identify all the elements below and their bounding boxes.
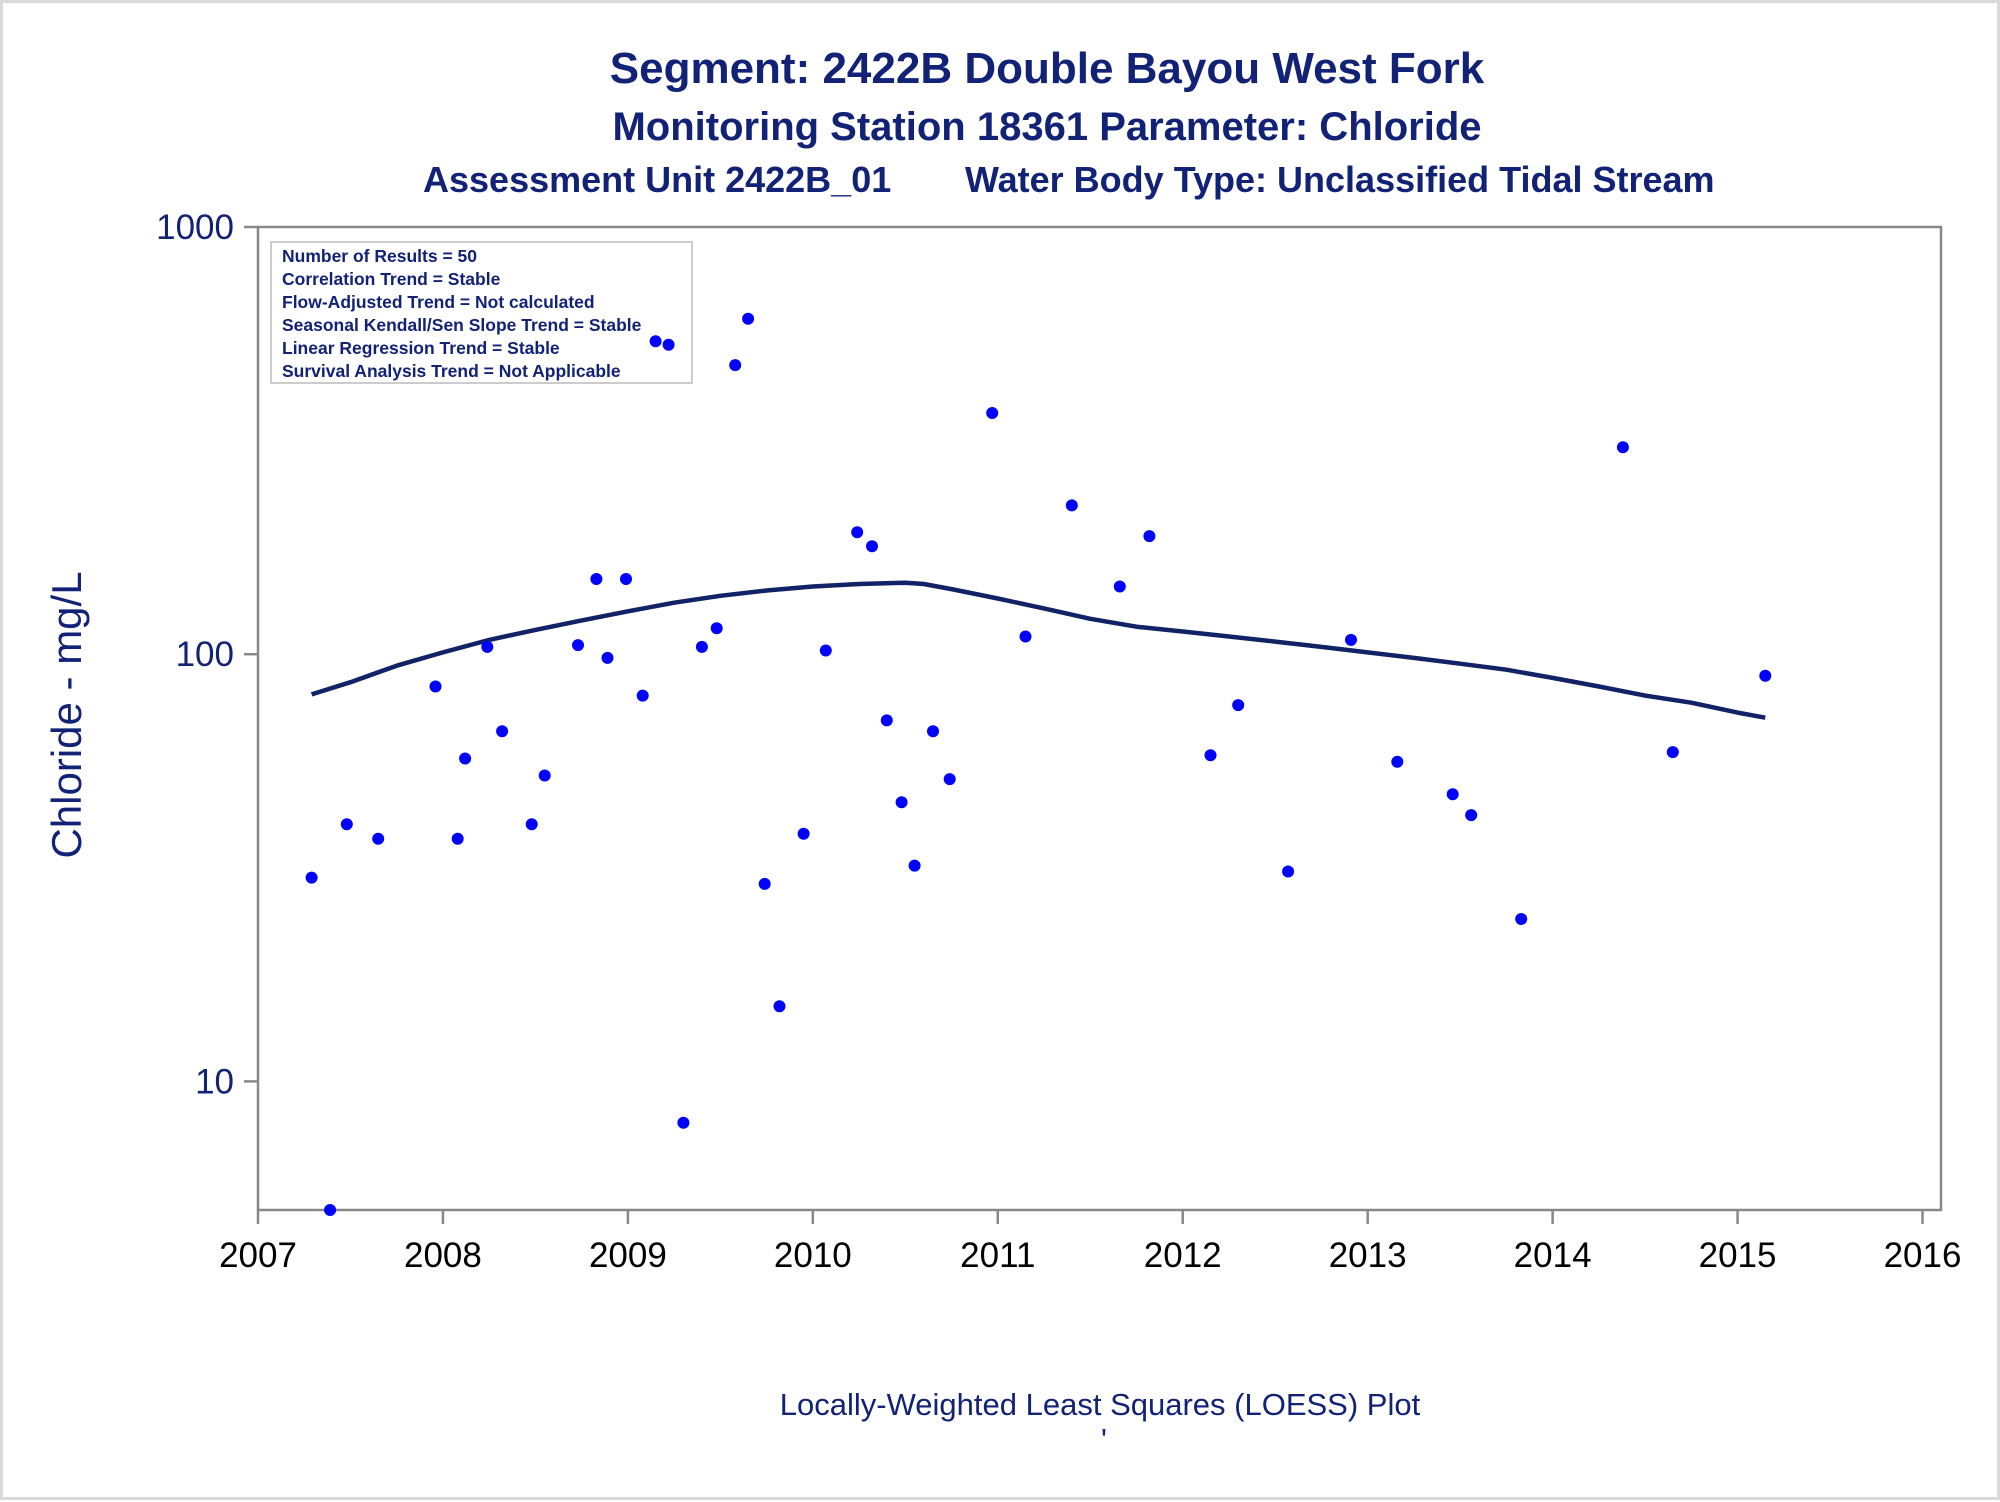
data-point — [1759, 669, 1772, 682]
data-point — [797, 827, 810, 840]
data-point — [1282, 865, 1295, 878]
x-tick-label: 2011 — [960, 1236, 1035, 1275]
chart-svg: Segment: 2422B Double Bayou West Fork Mo… — [43, 44, 1961, 1457]
data-point — [773, 1000, 786, 1013]
chart-title: Segment: 2422B Double Bayou West Fork — [610, 44, 1485, 93]
data-point — [1065, 499, 1078, 512]
data-point — [620, 573, 632, 585]
data-point — [1113, 580, 1126, 593]
data-point — [1465, 809, 1478, 822]
y-tick-label: 100 — [176, 635, 234, 674]
x-tick-label: 2008 — [404, 1236, 482, 1275]
x-tick-label: 2007 — [219, 1236, 297, 1275]
chart-subtitle-assessment-unit: Assessment Unit 2422B_01 — [423, 159, 891, 200]
x-axis: 2007 2008 2009 2010 2011 2012 2013 2014 2015 2016 — [219, 1210, 1961, 1275]
data-point — [1204, 749, 1217, 762]
data-point — [1019, 630, 1032, 643]
stats-linear-regression-trend: Linear Regression Trend = Stable — [282, 338, 560, 358]
chart-caption: Locally-Weighted Least Squares (LOESS) P… — [780, 1387, 1421, 1422]
data-point — [481, 640, 494, 653]
data-point — [590, 573, 603, 585]
data-point — [601, 651, 614, 664]
data-point — [1446, 788, 1459, 801]
data-point — [451, 832, 464, 845]
data-point — [851, 526, 864, 539]
y-tick-label: 1000 — [156, 208, 234, 247]
data-point — [429, 680, 442, 693]
x-tick-label: 2015 — [1699, 1236, 1777, 1275]
data-point — [943, 773, 956, 786]
data-point — [1616, 441, 1629, 454]
stats-box-border — [270, 241, 693, 384]
data-point — [305, 871, 318, 884]
data-point — [636, 689, 649, 702]
data-point — [677, 1116, 690, 1129]
data-point — [729, 359, 742, 372]
data-point — [649, 335, 662, 348]
stats-seasonal-kendall-trend: Seasonal Kendall/Sen Slope Trend = Stabl… — [282, 315, 642, 335]
data-point — [572, 639, 584, 652]
data-point — [908, 859, 921, 872]
data-point — [1515, 913, 1528, 925]
stats-box: Number of Results = 50 Correlation Trend… — [270, 241, 693, 384]
data-point — [496, 725, 509, 738]
data-point — [372, 832, 385, 845]
data-point — [742, 312, 755, 325]
y-axis-label: Chloride - mg/L — [43, 571, 90, 858]
data-point — [525, 818, 538, 831]
data-point — [1345, 633, 1357, 646]
scatter-points — [305, 312, 1772, 1216]
stats-number-of-results: Number of Results = 50 — [282, 246, 477, 266]
stats-flow-adjusted-trend: Flow-Adjusted Trend = Not calculated — [282, 292, 595, 312]
x-tick-label: 2013 — [1329, 1236, 1407, 1275]
chart-footnote: ' — [1101, 1422, 1107, 1457]
data-point — [758, 877, 771, 890]
data-point — [538, 769, 551, 782]
data-point — [1666, 746, 1679, 759]
data-point — [866, 540, 878, 553]
data-point — [324, 1204, 337, 1216]
data-point — [695, 640, 708, 653]
loess-line — [310, 580, 1766, 720]
data-point — [1232, 699, 1245, 712]
data-point — [819, 644, 832, 657]
data-point — [459, 752, 472, 765]
y-axis: 10 100 1000 — [156, 208, 258, 1101]
data-point — [927, 725, 939, 738]
x-tick-label: 2012 — [1144, 1236, 1222, 1275]
data-point — [662, 338, 675, 351]
data-point — [340, 818, 353, 831]
x-tick-label: 2016 — [1884, 1236, 1962, 1275]
data-point — [1391, 755, 1404, 768]
chart-subtitle-water-body-type: Water Body Type: Unclassified Tidal Stre… — [965, 159, 1715, 200]
chart-subtitle: Monitoring Station 18361 Parameter: Chlo… — [612, 105, 1481, 149]
stats-survival-analysis-trend: Survival Analysis Trend = Not Applicable — [282, 361, 621, 381]
y-tick-label: 10 — [195, 1062, 234, 1101]
data-point — [895, 796, 908, 809]
x-tick-label: 2009 — [589, 1236, 667, 1275]
x-tick-label: 2014 — [1514, 1236, 1592, 1275]
data-point — [880, 714, 893, 727]
data-point — [986, 407, 999, 419]
data-point — [710, 622, 723, 635]
plot-area — [256, 225, 1943, 1212]
data-point — [1143, 530, 1156, 543]
x-tick-label: 2010 — [774, 1236, 852, 1275]
stats-correlation-trend: Correlation Trend = Stable — [282, 269, 501, 289]
